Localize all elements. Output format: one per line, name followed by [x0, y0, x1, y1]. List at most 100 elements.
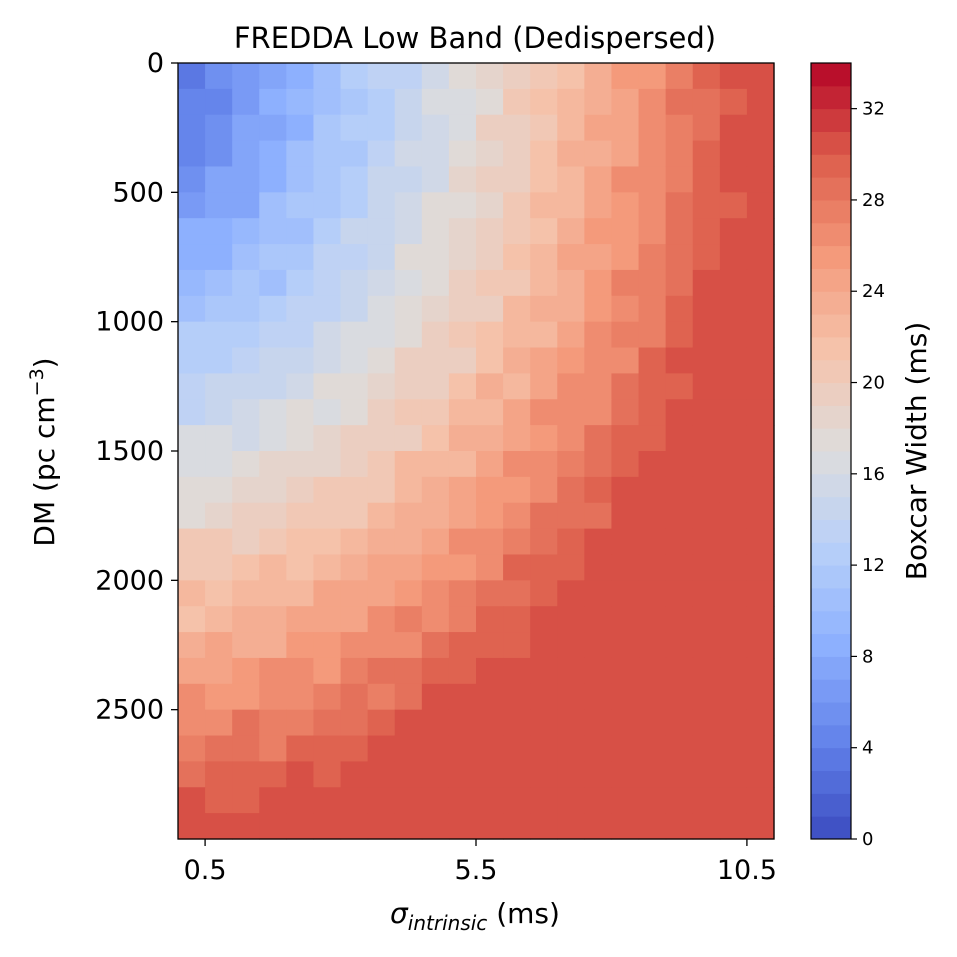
- heatmap-cell: [340, 269, 369, 297]
- heatmap-cell: [394, 813, 423, 840]
- heatmap-cell: [448, 787, 477, 814]
- heatmap-cell: [692, 709, 721, 737]
- heatmap-cell: [476, 244, 504, 271]
- heatmap-cell: [719, 114, 748, 142]
- heatmap-cell: [286, 295, 315, 323]
- heatmap-cell: [340, 787, 369, 814]
- heatmap-cell: [448, 347, 477, 374]
- heatmap-cell: [394, 295, 423, 323]
- heatmap-cell: [232, 399, 260, 426]
- heatmap-cell: [503, 451, 531, 478]
- heatmap-cell: [692, 632, 721, 659]
- heatmap-cell: [421, 63, 450, 90]
- heatmap-cell: [178, 657, 206, 685]
- heatmap-cell: [638, 787, 667, 814]
- heatmap-cell: [476, 761, 504, 788]
- heatmap-cell: [205, 451, 233, 478]
- heatmap-cell: [611, 528, 640, 556]
- heatmap-cell: [503, 269, 531, 297]
- heatmap-cell: [746, 88, 775, 116]
- heatmap-cell: [611, 451, 640, 478]
- heatmap-cell: [367, 140, 396, 168]
- heatmap-cell: [205, 813, 233, 840]
- colorbar-segment: [811, 222, 851, 247]
- heatmap-cell: [638, 244, 667, 271]
- heatmap-cell: [530, 140, 558, 168]
- heatmap-cell: [286, 709, 315, 737]
- heatmap-cell: [367, 269, 396, 297]
- colorbar-segment: [811, 702, 851, 726]
- heatmap-cell: [476, 114, 504, 142]
- heatmap-cell: [421, 244, 450, 271]
- heatmap-cell: [421, 528, 450, 556]
- heatmap-cell: [178, 244, 206, 271]
- heatmap-cell: [367, 735, 396, 762]
- heatmap-cell: [476, 140, 504, 168]
- heatmap-cell: [638, 709, 667, 737]
- heatmap-cell: [205, 373, 233, 400]
- heatmap-cell: [394, 321, 423, 349]
- heatmap-cell: [421, 580, 450, 607]
- heatmap-cell: [584, 787, 613, 814]
- colorbar-tick-label: 24: [862, 281, 885, 302]
- heatmap-cell: [205, 114, 233, 142]
- heatmap-cell: [313, 321, 342, 349]
- heatmap-cell: [638, 528, 667, 556]
- heatmap-cell: [611, 735, 640, 762]
- heatmap-cell: [557, 813, 585, 840]
- heatmap-cell: [611, 502, 640, 530]
- heatmap-cell: [665, 632, 694, 659]
- heatmap-cell: [313, 192, 342, 219]
- heatmap-cell: [530, 528, 558, 556]
- heatmap-cell: [178, 735, 206, 762]
- heatmap-cell: [557, 476, 585, 504]
- heatmap-cell: [719, 606, 748, 633]
- heatmap-cell: [584, 192, 613, 219]
- heatmap-cell: [692, 451, 721, 478]
- heatmap-cell: [367, 244, 396, 271]
- heatmap-cell: [232, 244, 260, 271]
- heatmap-cell: [584, 218, 613, 245]
- heatmap-cell: [476, 554, 504, 581]
- heatmap-cell: [286, 269, 315, 297]
- heatmap-cell: [557, 580, 585, 607]
- heatmap-cell: [530, 295, 558, 323]
- heatmap-cell: [448, 606, 477, 633]
- heatmap-cell: [421, 683, 450, 711]
- heatmap-cell: [638, 321, 667, 349]
- heatmap-cell: [286, 476, 315, 504]
- heatmap-cell: [665, 657, 694, 685]
- heatmap-cell: [178, 709, 206, 737]
- heatmap-cell: [719, 451, 748, 478]
- heatmap-cell: [178, 166, 206, 193]
- colorbar-segment: [811, 131, 851, 155]
- heatmap-cell: [448, 140, 477, 168]
- heatmap-cell: [286, 787, 315, 814]
- heatmap-cell: [394, 761, 423, 788]
- heatmap-cell: [286, 425, 315, 452]
- heatmap-cell: [367, 295, 396, 323]
- heatmap-cell: [340, 373, 369, 400]
- colorbar-segment: [811, 382, 851, 406]
- colorbar-segment: [811, 633, 851, 657]
- heatmap-cell: [611, 244, 640, 271]
- colorbar-tick-label: 0: [862, 829, 873, 850]
- heatmap-cell: [584, 528, 613, 556]
- heatmap-cell: [557, 295, 585, 323]
- heatmap-cell: [286, 88, 315, 116]
- heatmap-cell: [367, 399, 396, 426]
- heatmap-cell: [340, 244, 369, 271]
- heatmap-cell: [205, 425, 233, 452]
- heatmap-cell: [367, 606, 396, 633]
- heatmap-cell: [584, 632, 613, 659]
- colorbar-segment: [811, 587, 851, 612]
- heatmap-cell: [367, 192, 396, 219]
- heatmap-cell: [719, 657, 748, 685]
- heatmap-cell: [421, 88, 450, 116]
- heatmap-cell: [530, 244, 558, 271]
- colorbar-ticks: 0 4 8 12 16 20 24 28 32: [851, 99, 885, 850]
- heatmap-cell: [611, 166, 640, 193]
- heatmap-cell: [367, 88, 396, 116]
- heatmap-cell: [692, 476, 721, 504]
- heatmap-cell: [530, 451, 558, 478]
